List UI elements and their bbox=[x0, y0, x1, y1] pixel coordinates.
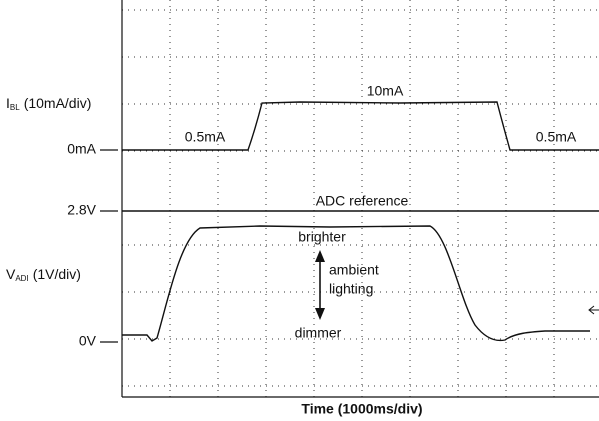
annotation: ambient bbox=[329, 262, 379, 278]
symbol: I bbox=[6, 95, 10, 111]
offscreen-arrow bbox=[588, 305, 599, 315]
subscript: BL bbox=[10, 103, 20, 112]
voltage-trace bbox=[122, 225, 590, 342]
current-trace bbox=[122, 101, 599, 151]
annotation: dimmer bbox=[295, 325, 342, 341]
grid bbox=[122, 0, 599, 397]
unit: (10mA/div) bbox=[24, 95, 92, 111]
x-axis-label: Time (1000ms/div) bbox=[301, 401, 422, 417]
symbol: V bbox=[6, 266, 16, 282]
current-axis-label: IBL (10mA/div) bbox=[6, 95, 91, 112]
annotation: 0.5mA bbox=[185, 129, 226, 145]
annotation: brighter bbox=[298, 229, 346, 245]
range-arrow bbox=[315, 250, 325, 320]
annotation: 10mA bbox=[367, 83, 404, 99]
unit: (1V/div) bbox=[33, 266, 81, 282]
voltage-axis-label: VADI (1V/div) bbox=[6, 266, 81, 283]
annotation: 0.5mA bbox=[536, 129, 577, 145]
annotation: ADC reference bbox=[316, 193, 409, 209]
level-label: 0V bbox=[79, 333, 97, 349]
annotation: lighting bbox=[329, 281, 373, 297]
level-label: 2.8V bbox=[67, 202, 96, 218]
subscript: ADI bbox=[15, 274, 28, 283]
level-label: 0mA bbox=[67, 141, 96, 157]
